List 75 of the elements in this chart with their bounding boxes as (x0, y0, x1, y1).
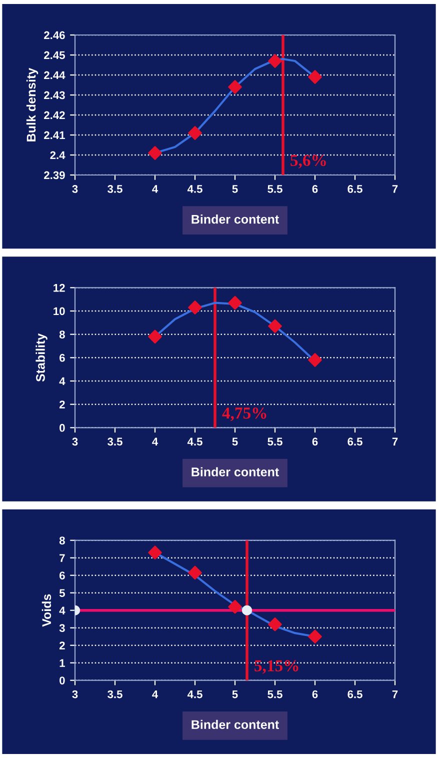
point (268, 319, 282, 334)
x-tick-label: 5 (232, 690, 238, 698)
y-tick-label: 0 (60, 676, 65, 684)
x-tick-label: 6.5 (348, 185, 362, 193)
y-axis-title: Stability (36, 333, 48, 382)
point (308, 70, 322, 84)
ref-line-label: 4,75% (222, 407, 266, 422)
x-axis-title: Binder content (192, 467, 279, 476)
x-axis-title: Binder content (192, 720, 279, 730)
ref-line-label: 5,6% (290, 154, 326, 168)
x-tick-label: 6 (312, 438, 318, 446)
y-tick-label: 12 (54, 284, 65, 292)
y-tick-label: 7 (60, 554, 65, 562)
x-tick-label: 3 (72, 690, 78, 698)
point (188, 566, 202, 580)
x-axis-title: Binder content (192, 214, 279, 224)
ref-line-label: 5,15% (254, 660, 298, 674)
y-axis-title: Bulk density (26, 68, 38, 142)
x-tick-label: 3 (72, 438, 78, 446)
x-tick-label: 4.5 (187, 690, 202, 698)
y-tick-label: 1 (60, 659, 65, 667)
y-tick-label: 3 (59, 624, 65, 632)
x-tick-label: 4.5 (187, 438, 202, 446)
y-tick-label: 2.39 (44, 171, 65, 180)
x-tick-label: 4 (152, 690, 158, 698)
point (188, 300, 202, 314)
x-tick-label: 6.5 (348, 690, 362, 698)
point (228, 296, 242, 310)
x-tick-label: 6 (312, 690, 318, 698)
y-tick-label: 8 (59, 330, 65, 338)
point (148, 330, 162, 344)
y-tick-label: 2.42 (44, 111, 65, 120)
x-tick-label: 5.5 (268, 438, 282, 446)
y-tick-label: 2 (59, 400, 65, 408)
x-tick-label: 7 (392, 690, 398, 698)
x-tick-label: 3 (72, 185, 78, 193)
point (268, 54, 282, 68)
x-tick-label: 3.5 (108, 185, 122, 193)
point (188, 126, 202, 140)
y-tick-label: 6 (60, 572, 65, 580)
y-tick-label: 6 (60, 354, 65, 362)
y-tick-label: 8 (59, 536, 65, 544)
point (228, 80, 242, 94)
x-tick-label: 4 (152, 185, 158, 193)
x-tick-label: 3.5 (108, 438, 122, 446)
x-tick-label: 7 (392, 185, 398, 193)
y-tick-label: 2.43 (44, 91, 65, 100)
x-tick-label: 7 (392, 438, 398, 446)
y-tick-label: 2.4 (50, 151, 66, 160)
x-tick-label: 6.5 (348, 438, 362, 446)
x-tick-label: 4.5 (187, 185, 202, 193)
x-tick-label: 4 (152, 438, 158, 446)
y-tick-label: 0 (60, 424, 65, 432)
point (308, 353, 322, 367)
y-tick-label: 2.41 (44, 131, 65, 140)
y-tick-label: 4 (59, 606, 66, 614)
x-tick-label: 5 (232, 438, 238, 446)
x-tick-label: 5.5 (268, 690, 282, 698)
y-tick-label: 2 (59, 642, 65, 650)
y-tick-label: 10 (54, 307, 65, 316)
point (148, 546, 162, 560)
point (148, 146, 162, 160)
y-tick-label: 4 (59, 377, 66, 386)
y-tick-label: 2.44 (44, 71, 66, 80)
y-tick-label: 2.45 (44, 51, 65, 60)
y-tick-label: 2.46 (44, 31, 65, 40)
y-tick-label: 5 (59, 589, 65, 597)
x-tick-label: 5 (232, 185, 238, 193)
point (268, 617, 282, 632)
point (308, 630, 322, 644)
point (228, 600, 242, 614)
x-tick-label: 5.5 (268, 185, 282, 193)
y-axis-title: Voids (42, 594, 52, 627)
x-tick-label: 6 (312, 185, 318, 193)
x-tick-label: 3.5 (108, 690, 122, 698)
